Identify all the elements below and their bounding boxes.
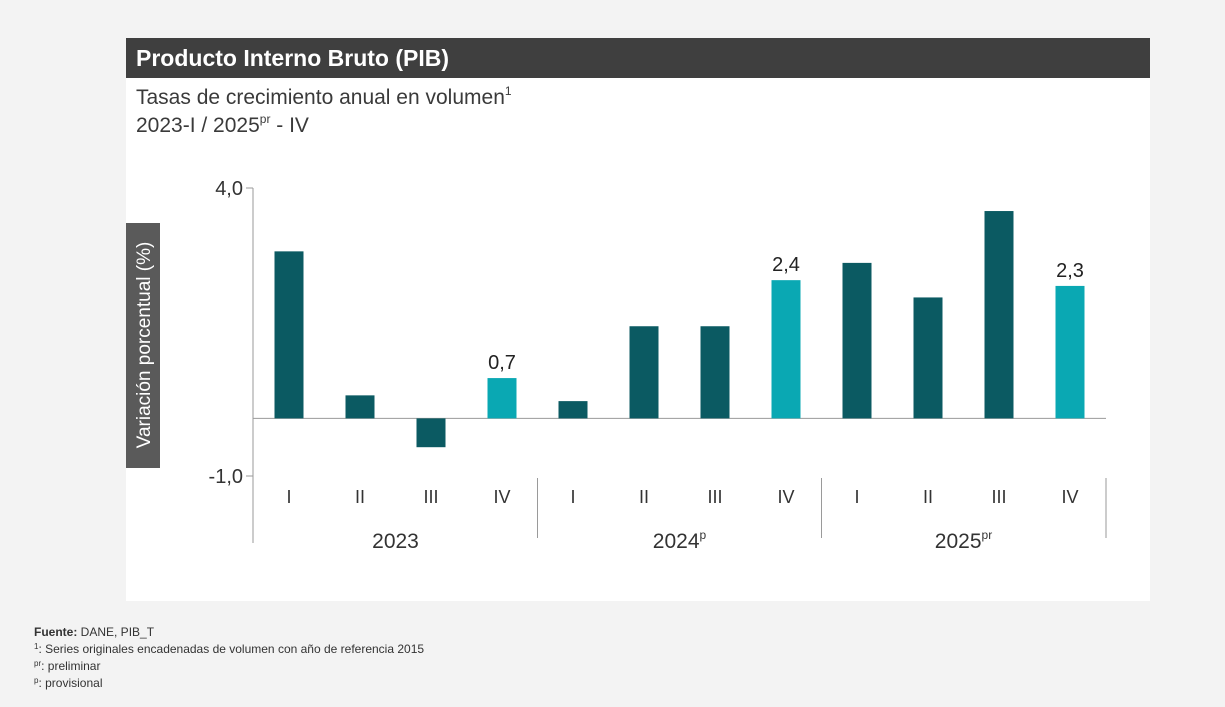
source-note: Fuente: DANE, PIB_T [34,624,424,641]
footnote-pr-mark: pr [34,659,42,668]
bar [345,395,375,419]
group-label: 2025pr [935,528,992,553]
period-start: 2023-I / 2025 [136,114,260,137]
x-tick-label: IV [777,487,794,507]
x-tick-label: IV [493,487,510,507]
bar-data-label: 0,7 [488,352,516,374]
footnote-p: p: provisional [34,675,424,692]
x-tick-label: I [286,487,291,507]
x-tick-label: IV [1061,487,1078,507]
group-label: 2023 [372,530,419,553]
chart-title: Producto Interno Bruto (PIB) [126,38,1150,78]
chart-period: 2023-I / 2025pr - IV [136,112,512,140]
bar [771,280,801,419]
source-text: DANE, PIB_T [77,625,155,639]
period-end: - IV [270,114,309,137]
bar [416,418,446,448]
group-label: 2024p [653,528,707,553]
y-tick-label: 4,0 [215,178,243,200]
bar-data-label: 2,4 [772,254,800,276]
bar [984,211,1014,419]
footnote-p-mark: p [34,676,39,685]
bar [1055,285,1085,419]
y-tick-label: -1,0 [209,466,243,488]
bar-data-label: 2,3 [1056,260,1084,282]
x-tick-label: I [570,487,575,507]
subtitle-footnote-mark: 1 [504,84,512,98]
x-tick-label: III [991,487,1006,507]
x-tick-label: II [355,487,365,507]
chart-subtitle: Tasas de crecimiento anual en volumen1 2… [136,84,512,140]
bar [913,297,943,419]
bar [629,326,659,419]
bar [700,326,730,419]
y-axis-label: Variación porcentual (%) [134,242,155,449]
subtitle-text: Tasas de crecimiento anual en volumen [136,86,505,109]
bar [274,251,304,419]
period-sup: pr [259,112,271,126]
x-tick-label: I [854,487,859,507]
source-label: Fuente: [34,625,78,639]
bar-chart: Variación porcentual (%)4,0-1,0I II III0,7… [126,178,1107,553]
x-tick-label: III [423,487,438,507]
y-axis-label-box [126,223,160,468]
x-tick-label: III [707,487,722,507]
footnote-pr: pr: preliminar [34,658,424,675]
chart-card: Producto Interno Bruto (PIB) Tasas de cr… [126,38,1150,601]
footnotes: Fuente: DANE, PIB_T 1: Series originales… [34,624,424,692]
footnote-1: 1: Series originales encadenadas de volu… [34,641,424,658]
footnote-1-text: : Series originales encadenadas de volum… [38,642,425,656]
x-tick-label: II [923,487,933,507]
footnote-pr-text: : preliminar [41,659,101,673]
bar [487,378,517,419]
x-tick-label: II [639,487,649,507]
bar [558,401,588,419]
footnote-p-text: : provisional [38,676,103,690]
bar [842,262,872,419]
footnote-1-mark: 1 [34,642,39,651]
